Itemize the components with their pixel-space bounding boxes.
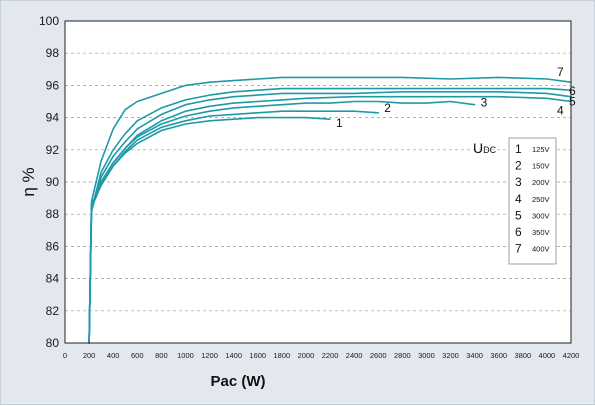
legend-entry-label: 250V xyxy=(532,195,550,204)
legend-entry-label: 400V xyxy=(532,245,550,254)
x-tick-label: 2800 xyxy=(394,351,411,360)
x-tick-label: 3600 xyxy=(490,351,507,360)
x-tick-label: 400 xyxy=(107,351,120,360)
x-tick-label: 1600 xyxy=(249,351,266,360)
y-tick-label: 80 xyxy=(46,336,60,350)
series-line-2 xyxy=(88,110,379,344)
legend-title: UDC xyxy=(473,140,497,156)
y-tick-label: 94 xyxy=(46,111,60,125)
y-tick-label: 84 xyxy=(46,272,60,286)
legend-entry-id: 2 xyxy=(515,159,522,173)
legend-entry-id: 5 xyxy=(515,208,522,222)
legend-entry-id: 4 xyxy=(515,192,522,206)
legend-entry-label: 350V xyxy=(532,228,550,237)
legend-entry-label: 200V xyxy=(532,178,550,187)
y-tick-label: 100 xyxy=(39,14,59,28)
series-end-label-1: 1 xyxy=(336,116,343,130)
series-line-4 xyxy=(88,95,572,344)
x-tick-label: 2200 xyxy=(322,351,339,360)
y-tick-label: 92 xyxy=(46,143,60,157)
legend-entry-id: 3 xyxy=(515,175,522,189)
x-tick-label: 1400 xyxy=(225,351,242,360)
series-end-label-3: 3 xyxy=(481,96,488,110)
legend-entries: 1 125V 2 150V 3 200V 4 250V 5 300V 6 350V 7 400V xyxy=(515,142,550,256)
legend-entry-id: 6 xyxy=(515,225,522,239)
y-axis-label: η % xyxy=(19,167,38,196)
x-tick-label: 3400 xyxy=(466,351,483,360)
y-tick-label: 96 xyxy=(46,78,60,92)
y-tick-label: 82 xyxy=(46,304,60,318)
legend-title-main: U xyxy=(473,140,483,156)
series-end-label-7: 7 xyxy=(557,65,564,79)
y-tick-label: 98 xyxy=(46,46,60,60)
series-end-label-4: 4 xyxy=(557,104,564,118)
plot-border xyxy=(64,20,572,344)
legend-entry-id: 7 xyxy=(515,242,522,256)
grid-lines xyxy=(65,52,571,312)
x-tick-label: 800 xyxy=(155,351,168,360)
x-tick-label: 2000 xyxy=(298,351,315,360)
x-tick-label: 4200 xyxy=(563,351,580,360)
series-end-label-6: 6 xyxy=(569,84,576,98)
series-line-6 xyxy=(88,87,572,344)
x-tick-label: 600 xyxy=(131,351,144,360)
legend-title-sub: DC xyxy=(483,145,496,155)
series-lines xyxy=(88,76,572,344)
x-tick-label: 1200 xyxy=(201,351,218,360)
x-tick-label: 4000 xyxy=(539,351,556,360)
x-tick-label: 3000 xyxy=(418,351,435,360)
series-line-7 xyxy=(88,76,572,344)
x-tick-label: 3200 xyxy=(442,351,459,360)
legend-box xyxy=(508,137,557,265)
y-tick-label: 86 xyxy=(46,239,60,253)
legend-entry-label: 300V xyxy=(532,211,550,220)
x-tick-label: 2400 xyxy=(346,351,363,360)
series-line-5 xyxy=(88,91,572,344)
legend-entry-label: 150V xyxy=(532,162,550,171)
legend: UDC 1 125V 2 150V 3 200V 4 250V 5 300V 6 350V 7 400V xyxy=(473,137,557,265)
legend-entry-id: 1 xyxy=(515,142,522,156)
x-tick-labels: 0 200 400 600 800 1000 1200 1400 1600 1800 2000 220… xyxy=(63,351,579,360)
x-tick-label: 3800 xyxy=(514,351,531,360)
y-tick-label: 90 xyxy=(46,175,60,189)
series-end-label-2: 2 xyxy=(384,101,391,115)
x-tick-label: 1800 xyxy=(274,351,291,360)
y-tick-label: 88 xyxy=(46,207,60,221)
x-axis-label: Pac (W) xyxy=(210,373,265,390)
series-end-label-5: 5 xyxy=(569,95,576,109)
x-tick-label: 1000 xyxy=(177,351,194,360)
x-tick-label: 0 xyxy=(63,351,67,360)
x-tick-label: 2600 xyxy=(370,351,387,360)
x-tick-label: 200 xyxy=(83,351,96,360)
y-tick-labels: 80 82 84 86 88 90 92 94 96 98 100 xyxy=(39,14,59,350)
legend-entry-label: 125V xyxy=(532,145,550,154)
